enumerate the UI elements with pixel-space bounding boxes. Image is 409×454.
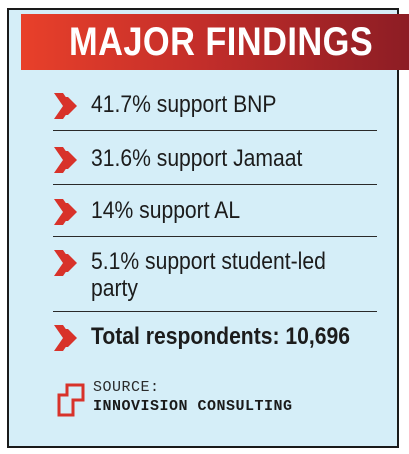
finding-item-total: Total respondents: 10,696 bbox=[53, 324, 385, 354]
findings-card: MAJOR FINDINGS 41.7% support BNP 31.6% s… bbox=[7, 8, 409, 448]
total-respondents-text: Total respondents: 10,696 bbox=[91, 323, 350, 350]
finding-text-line-2: party bbox=[91, 275, 138, 302]
double-chevron-right-icon bbox=[54, 325, 77, 351]
finding-item: 5.1% support student-led party bbox=[53, 248, 385, 312]
finding-text-line-1: 5.1% support student-led bbox=[91, 248, 326, 275]
finding-item: 14% support AL bbox=[53, 198, 385, 238]
source-name: INNOVISION CONSULTING bbox=[93, 398, 293, 415]
double-chevron-right-icon bbox=[54, 93, 77, 119]
finding-text: 31.6% support Jamaat bbox=[91, 145, 303, 172]
double-chevron-right-icon bbox=[54, 199, 77, 225]
source-label: SOURCE: bbox=[93, 379, 160, 396]
divider bbox=[53, 184, 377, 185]
finding-item: 41.7% support BNP bbox=[53, 92, 385, 132]
double-chevron-right-icon bbox=[54, 147, 77, 173]
double-chevron-right-icon bbox=[54, 250, 77, 276]
finding-text: 14% support AL bbox=[91, 197, 241, 224]
page-title: MAJOR FINDINGS bbox=[69, 20, 374, 64]
finding-text: 41.7% support BNP bbox=[91, 91, 277, 118]
divider bbox=[53, 311, 377, 312]
header-banner: MAJOR FINDINGS bbox=[21, 14, 409, 70]
divider bbox=[53, 236, 377, 237]
divider bbox=[53, 130, 377, 131]
finding-item: 31.6% support Jamaat bbox=[53, 146, 385, 186]
source-bracket-icon bbox=[57, 383, 85, 417]
